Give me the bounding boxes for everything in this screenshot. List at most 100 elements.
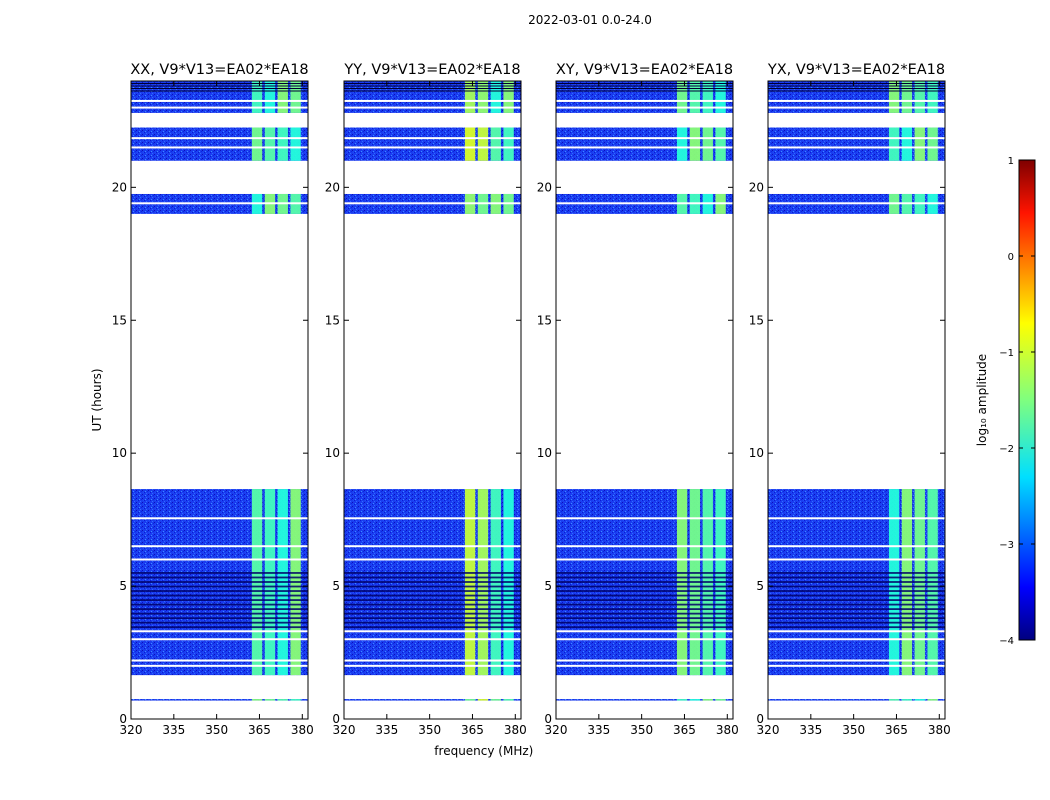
y-tick-label: 15 [112, 313, 127, 327]
dim-row [344, 572, 521, 574]
gap-line [556, 99, 733, 102]
x-tick-label: 350 [205, 723, 228, 737]
gap-line [344, 146, 521, 149]
data-block [344, 699, 521, 701]
dim-row [768, 585, 945, 588]
freq-band-column [676, 699, 688, 701]
dim-row [768, 626, 945, 629]
dim-row [556, 621, 733, 624]
freq-band-column [464, 699, 476, 701]
edge-row [131, 83, 308, 84]
x-tick-label: 335 [587, 723, 610, 737]
panel-yy: YY, V9*V13=EA02*EA18 320 335 350 365 380 0 5 10 1… [325, 62, 534, 758]
dim-row [131, 576, 308, 579]
gap-line [131, 202, 308, 205]
freq-band-column [277, 127, 288, 161]
freq-band-column [503, 127, 514, 161]
y-tick-label: 5 [544, 579, 552, 593]
gap-line [556, 137, 733, 140]
dim-row [556, 576, 733, 579]
dim-row [556, 603, 733, 606]
dim-row [344, 576, 521, 579]
x-tick-label: 320 [757, 723, 780, 737]
freq-band-column [251, 81, 263, 113]
freq-band-column [277, 81, 288, 113]
gap-line [344, 659, 521, 662]
dim-row [344, 594, 521, 597]
gap-line [768, 517, 945, 520]
freq-band-column [676, 127, 688, 161]
gap-line [556, 659, 733, 662]
dim-row [131, 581, 308, 583]
gap-line [344, 137, 521, 140]
freq-band-column [689, 127, 701, 161]
gap-line [344, 664, 521, 667]
freq-band-column [914, 81, 925, 113]
dim-row [344, 621, 521, 624]
gap-line [131, 99, 308, 102]
panel-xx: XX, V9*V13=EA02*EA18 320 335 350 365 380 0 5 10 1… [90, 62, 314, 737]
panel-title: YY, V9*V13=EA02*EA18 [343, 62, 520, 78]
freq-band-column [290, 127, 301, 161]
dim-row [131, 585, 308, 588]
freq-band-column [901, 81, 913, 113]
y-tick-label: 10 [112, 446, 127, 460]
axes-frame [555, 80, 734, 720]
freq-band-column [914, 127, 925, 161]
freq-band-column [290, 81, 301, 113]
gap-line [344, 106, 521, 109]
dim-row [768, 581, 945, 583]
figure-suptitle: 2022-03-01 0.0-24.0 [528, 13, 652, 27]
dim-row [768, 576, 945, 579]
dim-row [344, 612, 521, 615]
dim-row [556, 599, 733, 601]
gap-line [131, 630, 308, 633]
edge-row [556, 88, 733, 89]
freq-band-column [251, 699, 263, 701]
freq-band-column [715, 127, 726, 161]
dim-row [556, 585, 733, 588]
freq-band-column [464, 127, 476, 161]
gap-line [556, 630, 733, 633]
freq-band-column [264, 127, 276, 161]
gap-line [344, 202, 521, 205]
freq-band-column [702, 127, 713, 161]
y-tick-label: 10 [749, 446, 764, 460]
gap-line [768, 137, 945, 140]
dim-row [768, 612, 945, 615]
gap-line [131, 137, 308, 140]
y-tick-label: 0 [756, 712, 764, 726]
edge-row [768, 83, 945, 84]
edge-row [556, 85, 733, 87]
gap-line [768, 638, 945, 641]
gap-line [131, 659, 308, 662]
freq-band-column [490, 127, 501, 161]
x-tick-label: 365 [461, 723, 484, 737]
colorbar-label: log₁₀ amplitude [975, 354, 989, 446]
gap-line [131, 558, 308, 561]
axes-frame [343, 80, 522, 720]
dim-row [768, 590, 945, 592]
x-axis-label: frequency (MHz) [434, 744, 533, 758]
dim-row [556, 572, 733, 574]
colorbar-tick-label: 0 [1008, 252, 1014, 263]
axes-frame [130, 80, 309, 720]
freq-band-column [490, 699, 501, 701]
gap-line [768, 146, 945, 149]
y-tick-label: 5 [756, 579, 764, 593]
x-tick-label: 335 [375, 723, 398, 737]
gap-line [131, 545, 308, 548]
panel-title: YX, V9*V13=EA02*EA18 [767, 62, 945, 78]
edge-row [768, 85, 945, 87]
x-tick-label: 365 [885, 723, 908, 737]
dim-row [344, 626, 521, 629]
gap-line [344, 517, 521, 520]
colorbar-tick-label: 1 [1008, 156, 1014, 167]
freq-band-column [888, 699, 900, 701]
y-tick-label: 5 [119, 579, 127, 593]
dim-row [344, 581, 521, 583]
edge-row [131, 85, 308, 87]
x-tick-label: 350 [418, 723, 441, 737]
gap-line [556, 558, 733, 561]
y-tick-label: 10 [537, 446, 552, 460]
